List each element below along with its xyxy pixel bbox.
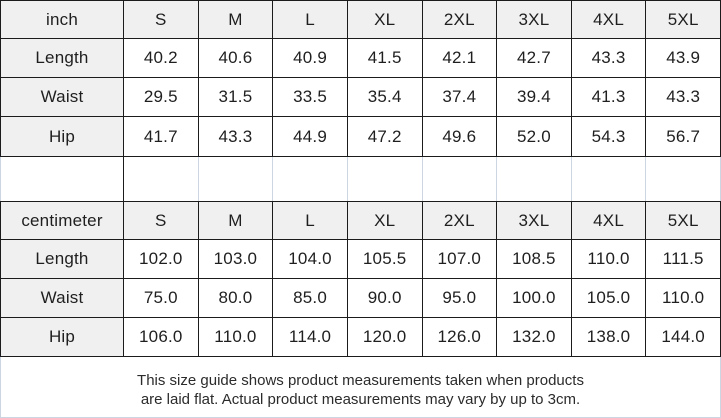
row-label-length: Length xyxy=(0,38,124,78)
value-cell: 56.7 xyxy=(645,116,721,157)
value-cell: 106.0 xyxy=(123,317,199,357)
cm-hip-row: Hip 106.0 110.0 114.0 120.0 126.0 132.0 … xyxy=(0,317,721,357)
value-cell: 100.0 xyxy=(496,278,572,318)
value-cell: 105.5 xyxy=(346,239,423,279)
value-cell: 126.0 xyxy=(421,317,498,357)
value-cell: 43.3 xyxy=(570,38,647,78)
spacer-cell xyxy=(0,156,124,202)
size-header-5xl: 5XL xyxy=(645,0,721,39)
spacer-cell xyxy=(272,156,348,202)
row-label-length: Length xyxy=(0,239,124,279)
value-cell: 132.0 xyxy=(496,317,572,357)
inch-hip-row: Hip 41.7 43.3 44.9 47.2 49.6 52.0 54.3 5… xyxy=(0,116,721,157)
size-guide-note: This size guide shows product measuremen… xyxy=(0,357,721,418)
value-cell: 114.0 xyxy=(272,317,348,357)
note-line-1: This size guide shows product measuremen… xyxy=(137,372,584,389)
value-cell: 40.9 xyxy=(272,38,348,78)
value-cell: 44.9 xyxy=(272,116,348,157)
row-label-waist: Waist xyxy=(0,77,124,117)
size-header-3xl: 3XL xyxy=(496,0,572,39)
value-cell: 33.5 xyxy=(272,77,348,117)
value-cell: 41.7 xyxy=(123,116,199,157)
value-cell: 37.4 xyxy=(421,77,498,117)
spacer-cell xyxy=(645,156,721,202)
value-cell: 43.3 xyxy=(645,77,721,117)
size-header-l: L xyxy=(272,0,348,39)
value-cell: 138.0 xyxy=(570,317,647,357)
value-cell: 103.0 xyxy=(197,239,274,279)
value-cell: 52.0 xyxy=(496,116,572,157)
note-line-2: are laid flat. Actual product measuremen… xyxy=(140,391,581,408)
spacer-cell xyxy=(570,156,647,202)
size-header-xl: XL xyxy=(346,201,423,240)
size-table: inch S M L XL 2XL 3XL 4XL 5XL Length 40.… xyxy=(0,0,721,357)
value-cell: 39.4 xyxy=(496,77,572,117)
value-cell: 49.6 xyxy=(421,116,498,157)
value-cell: 102.0 xyxy=(123,239,199,279)
value-cell: 120.0 xyxy=(346,317,423,357)
value-cell: 29.5 xyxy=(123,77,199,117)
value-cell: 42.1 xyxy=(421,38,498,78)
inch-waist-row: Waist 29.5 31.5 33.5 35.4 37.4 39.4 41.3… xyxy=(0,77,721,117)
row-label-waist: Waist xyxy=(0,278,124,318)
value-cell: 43.3 xyxy=(197,116,274,157)
value-cell: 90.0 xyxy=(346,278,423,318)
size-header-3xl: 3XL xyxy=(496,201,572,240)
spacer-cell xyxy=(421,156,498,202)
inch-header-row: inch S M L XL 2XL 3XL 4XL 5XL xyxy=(0,0,721,39)
value-cell: 107.0 xyxy=(421,239,498,279)
value-cell: 144.0 xyxy=(645,317,721,357)
spacer-cell xyxy=(346,156,423,202)
size-header-2xl: 2XL xyxy=(421,201,498,240)
value-cell: 42.7 xyxy=(496,38,572,78)
size-header-s: S xyxy=(123,0,199,39)
row-label-hip: Hip xyxy=(0,116,124,157)
value-cell: 43.9 xyxy=(645,38,721,78)
value-cell: 110.0 xyxy=(570,239,647,279)
value-cell: 40.2 xyxy=(123,38,199,78)
size-header-l: L xyxy=(272,201,348,240)
row-label-hip: Hip xyxy=(0,317,124,357)
value-cell: 85.0 xyxy=(272,278,348,318)
size-header-4xl: 4XL xyxy=(570,0,647,39)
value-cell: 111.5 xyxy=(645,239,721,279)
value-cell: 41.3 xyxy=(570,77,647,117)
value-cell: 110.0 xyxy=(197,317,274,357)
cm-length-row: Length 102.0 103.0 104.0 105.5 107.0 108… xyxy=(0,239,721,279)
size-header-5xl: 5XL xyxy=(645,201,721,240)
size-header-2xl: 2XL xyxy=(421,0,498,39)
inch-length-row: Length 40.2 40.6 40.9 41.5 42.1 42.7 43.… xyxy=(0,38,721,78)
size-header-m: M xyxy=(197,201,274,240)
value-cell: 108.5 xyxy=(496,239,572,279)
value-cell: 80.0 xyxy=(197,278,274,318)
value-cell: 47.2 xyxy=(346,116,423,157)
unit-label-centimeter: centimeter xyxy=(0,201,124,240)
unit-label-inch: inch xyxy=(0,0,124,39)
size-header-m: M xyxy=(197,0,274,39)
value-cell: 54.3 xyxy=(570,116,647,157)
size-header-s: S xyxy=(123,201,199,240)
spacer-cell xyxy=(197,156,274,202)
value-cell: 31.5 xyxy=(197,77,274,117)
spacer-cell xyxy=(123,156,199,202)
value-cell: 75.0 xyxy=(123,278,199,318)
value-cell: 35.4 xyxy=(346,77,423,117)
cm-waist-row: Waist 75.0 80.0 85.0 90.0 95.0 100.0 105… xyxy=(0,278,721,318)
spacer-row xyxy=(0,156,721,202)
value-cell: 95.0 xyxy=(421,278,498,318)
value-cell: 105.0 xyxy=(570,278,647,318)
value-cell: 110.0 xyxy=(645,278,721,318)
cm-header-row: centimeter S M L XL 2XL 3XL 4XL 5XL xyxy=(0,201,721,240)
size-header-xl: XL xyxy=(346,0,423,39)
spacer-cell xyxy=(496,156,572,202)
value-cell: 40.6 xyxy=(197,38,274,78)
value-cell: 104.0 xyxy=(272,239,348,279)
value-cell: 41.5 xyxy=(346,38,423,78)
size-header-4xl: 4XL xyxy=(570,201,647,240)
